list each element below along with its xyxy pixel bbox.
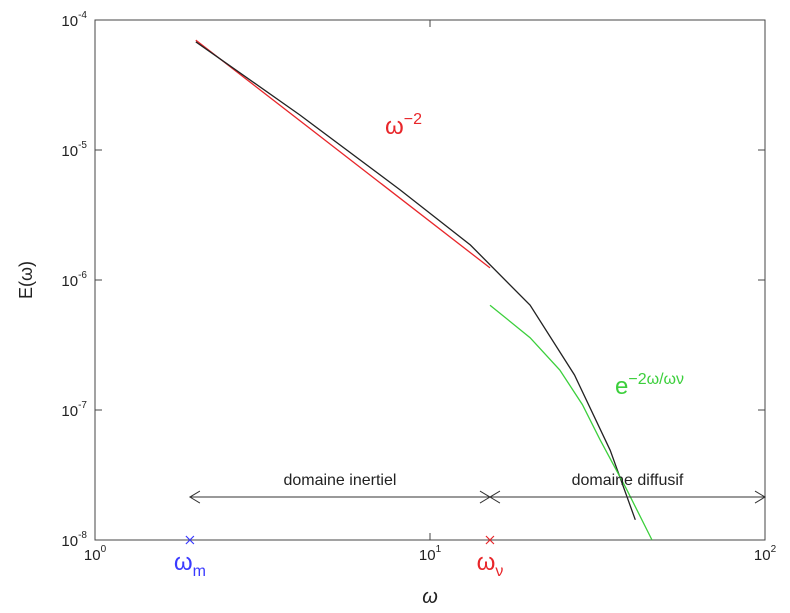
annotation: ω−2 [385, 111, 422, 140]
marker-label-sub: ν [495, 563, 503, 580]
marker-label-base: ω [477, 549, 496, 576]
y-tick-exponent: -6 [78, 270, 87, 281]
range-arrow [188, 490, 491, 504]
y-tick-label-base: 10 [61, 533, 78, 550]
y-tick-label-base: 10 [61, 403, 78, 420]
x-axis-label: ω [422, 586, 438, 608]
y-tick-label: 10-5 [61, 140, 87, 160]
x-tick-label: 102 [754, 544, 777, 564]
marker-label-sub: m [193, 563, 206, 580]
x-tick-label-base: 10 [754, 547, 771, 564]
marker [185, 535, 195, 545]
y-tick-label: 10-7 [61, 400, 87, 420]
x-tick-exponent: 2 [771, 544, 777, 555]
x-tick-label-base: 10 [84, 547, 101, 564]
y-tick-label: 10-4 [61, 10, 87, 30]
x-tick-exponent: 0 [101, 544, 107, 555]
series-line [489, 304, 653, 541]
y-tick-exponent: -5 [78, 140, 87, 151]
annotation-sup: −2 [404, 111, 422, 128]
range-label: domaine inertiel [283, 472, 396, 489]
y-tick-label: 10-6 [61, 270, 87, 290]
y-tick-exponent: -7 [78, 400, 87, 411]
annotation-base: e [615, 373, 628, 400]
marker-label: ωm [174, 549, 206, 580]
range-arrow [488, 490, 766, 504]
y-tick-label-base: 10 [61, 143, 78, 160]
series-line [195, 39, 491, 269]
marker [485, 535, 495, 545]
y-tick-exponent: -8 [78, 530, 87, 541]
y-tick-exponent: -4 [78, 10, 87, 21]
x-tick-label: 100 [84, 544, 107, 564]
marker-label-base: ω [174, 549, 193, 576]
annotation: e−2ω/ων [615, 371, 684, 400]
plot-frame [94, 19, 766, 541]
series-line [195, 41, 636, 521]
marker-label: ων [477, 549, 504, 580]
y-tick-label: 10-8 [61, 530, 87, 550]
y-axis-label: E(ω) [16, 261, 36, 299]
y-tick-label-base: 10 [61, 273, 78, 290]
x-tick-label: 101 [419, 544, 442, 564]
range-label: domaine diffusif [572, 472, 684, 489]
x-tick-label-base: 10 [419, 547, 436, 564]
x-tick-exponent: 1 [436, 544, 442, 555]
annotation-base: ω [385, 113, 404, 140]
annotation-sup: −2ω/ων [628, 371, 684, 388]
y-tick-label-base: 10 [61, 13, 78, 30]
